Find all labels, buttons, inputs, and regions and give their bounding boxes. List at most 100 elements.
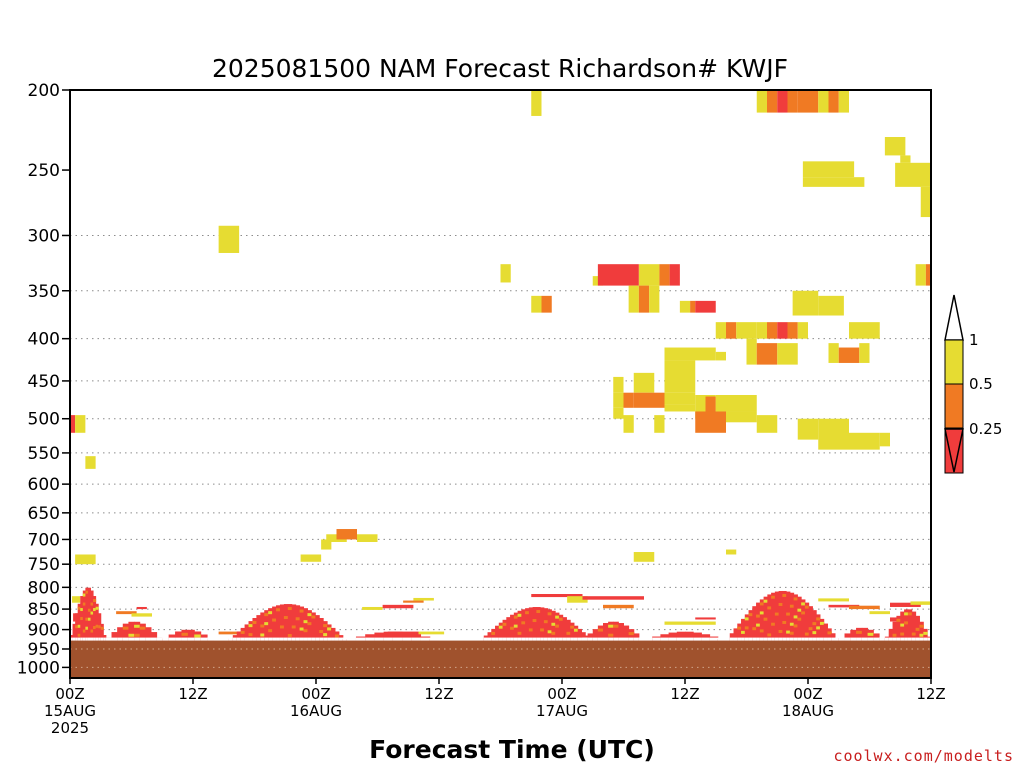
ri-boundary-stripe [789, 631, 795, 635]
ri-boundary-stripe [283, 616, 289, 620]
ri-boundary-stripe [608, 633, 614, 637]
ri-boundary-stripe [134, 633, 141, 637]
ri-boundary-gap [676, 637, 686, 641]
legend-arrow-top [944, 294, 964, 341]
ri-boundary-cell [581, 632, 586, 641]
ri-boundary-gap [741, 637, 746, 641]
ri-boundary-cell [487, 632, 492, 641]
ri-cell [679, 300, 691, 313]
richardson-cells [70, 90, 932, 641]
ri-boundary-cell [295, 605, 301, 641]
ri-boundary-stripe [923, 631, 928, 635]
ri-boundary-cell [570, 622, 575, 641]
ri-strip [72, 596, 81, 603]
ri-boundary-stripe [547, 630, 552, 634]
ri-boundary-stripe [517, 613, 522, 617]
ri-strip [418, 631, 445, 635]
ri-cell [613, 407, 624, 419]
ri-boundary-stripe [128, 633, 135, 637]
ri-cell [70, 415, 76, 433]
ri-boundary-stripe [551, 631, 556, 635]
ri-strip [869, 611, 890, 615]
ri-boundary-cell [502, 619, 507, 641]
ri-boundary-stripe [867, 632, 874, 636]
ri-cell [818, 295, 844, 316]
ri-boundary-gap [603, 637, 609, 641]
ri-cell [787, 322, 798, 339]
ri-boundary-stripe [827, 631, 832, 635]
ri-boundary-stripe [793, 624, 798, 628]
ri-boundary-gap [819, 637, 825, 641]
ri-boundary-cell [374, 632, 385, 641]
ri-boundary-cell [737, 623, 742, 641]
ri-boundary-stripe [295, 617, 301, 621]
ri-boundary-cell [733, 628, 738, 641]
ri-boundary-cell [248, 621, 253, 641]
ri-boundary-gap [207, 637, 214, 641]
ri-boundary-cell [145, 627, 152, 641]
ri-boundary-cell [200, 634, 208, 641]
ri-cell [633, 372, 655, 393]
ri-boundary-cell [532, 607, 537, 641]
ri-boundary-gap [744, 637, 750, 641]
ri-boundary-cell [331, 627, 336, 641]
ri-boundary-gap [93, 637, 97, 641]
ri-boundary-cell [558, 614, 564, 641]
ri-boundary-stripe [260, 624, 265, 628]
ri-boundary-cell [819, 618, 825, 641]
ri-boundary-gap [919, 637, 924, 641]
ri-boundary-stripe [95, 624, 99, 628]
ri-cell [669, 264, 680, 286]
ri-boundary-stripe [510, 626, 515, 630]
ri-boundary-gap [111, 637, 118, 641]
ri-boundary-cell [613, 621, 619, 641]
ri-boundary-gap [228, 637, 234, 641]
ri-boundary-gap [532, 637, 537, 641]
ri-boundary-cell [907, 609, 913, 641]
ri-boundary-stripe [741, 630, 746, 634]
ri-boundary-cell [888, 628, 894, 641]
ri-boundary-gap [793, 637, 798, 641]
ri-boundary-gap [850, 637, 857, 641]
ri-boundary-gap [346, 637, 357, 641]
ri-boundary-cell [896, 615, 901, 641]
ri-boundary-stripe [793, 597, 798, 601]
y-tick-label: 250 [28, 161, 60, 181]
ri-boundary-gap [103, 637, 107, 641]
ri-boundary-stripe [82, 602, 86, 606]
ri-cell [664, 347, 706, 361]
ri-boundary-cell [587, 633, 594, 641]
ri-boundary-gap [867, 637, 874, 641]
ri-boundary-cell [168, 634, 176, 641]
ri-boundary-stripe [90, 611, 94, 615]
ri-cell [828, 343, 839, 363]
ri-boundary-cell [93, 596, 97, 641]
ri-cell [900, 155, 911, 163]
ri-cell [767, 322, 778, 339]
ri-boundary-stripe [85, 617, 89, 621]
ri-boundary-stripe [763, 617, 768, 621]
ri-boundary-gap [570, 637, 575, 641]
ri-boundary-cell [693, 632, 702, 641]
ri-boundary-gap [551, 637, 556, 641]
ri-boundary-gap [319, 637, 324, 641]
ri-boundary-gap [70, 637, 74, 641]
ri-strip [828, 604, 860, 608]
ri-boundary-cell [592, 629, 599, 641]
ri-boundary-gap [892, 637, 897, 641]
ri-strip [849, 605, 880, 610]
ri-boundary-cell [543, 608, 549, 641]
ri-boundary-gap [506, 637, 511, 641]
ri-boundary-cell [767, 594, 772, 641]
ri-boundary-stripe [525, 611, 530, 615]
ri-cell [613, 376, 624, 393]
ri-cell [797, 418, 819, 440]
ri-cell [659, 264, 670, 286]
ri-boundary-cell [303, 608, 308, 641]
source-credit: coolwx.com/modelts [833, 747, 1014, 765]
ri-boundary-stripe [801, 602, 806, 606]
y-tick-label: 700 [28, 530, 60, 550]
ri-boundary-cell [756, 602, 761, 641]
